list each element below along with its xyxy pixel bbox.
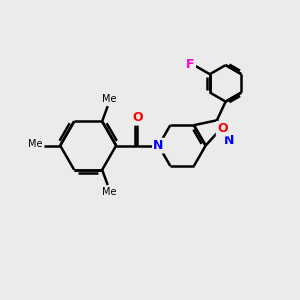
Text: F: F: [186, 58, 195, 71]
Text: N: N: [153, 139, 164, 152]
Text: N: N: [153, 139, 164, 152]
Text: O: O: [132, 111, 143, 124]
Text: Me: Me: [102, 188, 116, 197]
Text: Me: Me: [28, 139, 42, 149]
Text: O: O: [217, 122, 228, 135]
Text: Me: Me: [102, 94, 116, 104]
Text: N: N: [224, 134, 235, 147]
